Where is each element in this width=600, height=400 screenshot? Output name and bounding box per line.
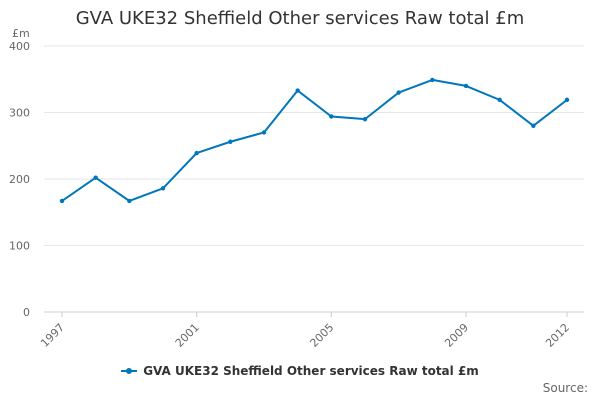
- data-point-1999[interactable]: [127, 198, 132, 204]
- data-point-2010[interactable]: [497, 97, 502, 103]
- series-layer: [59, 77, 570, 204]
- y-tick-label: 400: [9, 40, 30, 53]
- x-axis-ticks: 1997 2001 2005 2009 2012: [38, 312, 572, 350]
- y-tick-label: 300: [9, 107, 30, 120]
- y-tick-label: 100: [9, 240, 30, 253]
- chart-title: GVA UKE32 Sheffield Other services Raw t…: [75, 8, 525, 29]
- data-point-2012[interactable]: [564, 97, 570, 103]
- source-label: Source:: [542, 381, 588, 395]
- y-axis-ticks: 0 100 200 300 400: [9, 40, 30, 319]
- y-tick-label: 0: [23, 306, 30, 319]
- data-point-2003[interactable]: [261, 130, 267, 135]
- x-tick-label: 2009: [442, 321, 471, 350]
- data-point-1998[interactable]: [93, 175, 98, 180]
- data-point-2009[interactable]: [463, 83, 469, 89]
- series-line: [61, 78, 568, 202]
- x-tick-label: 1997: [38, 321, 67, 350]
- data-point-2001[interactable]: [194, 150, 199, 156]
- data-point-2004[interactable]: [295, 88, 300, 93]
- gridlines: [44, 45, 584, 313]
- legend-label: GVA UKE32 Sheffield Other services Raw t…: [143, 364, 479, 378]
- data-point-2000[interactable]: [160, 186, 166, 191]
- data-point-2002[interactable]: [228, 139, 233, 144]
- data-point-2011[interactable]: [531, 123, 536, 128]
- y-axis-unit-label: £m: [12, 27, 30, 40]
- legend-line-marker-icon: [121, 367, 138, 374]
- data-point-1997[interactable]: [59, 198, 65, 204]
- data-point-2008[interactable]: [430, 77, 435, 83]
- data-point-2007[interactable]: [396, 90, 401, 95]
- x-tick-label: 2012: [543, 321, 572, 350]
- x-tick-label: 2001: [173, 321, 202, 350]
- y-tick-label: 200: [9, 173, 30, 186]
- x-tick-label: 2005: [307, 321, 336, 350]
- data-point-2006[interactable]: [362, 116, 368, 122]
- legend[interactable]: GVA UKE32 Sheffield Other services Raw t…: [0, 364, 600, 378]
- data-point-2005[interactable]: [329, 114, 334, 119]
